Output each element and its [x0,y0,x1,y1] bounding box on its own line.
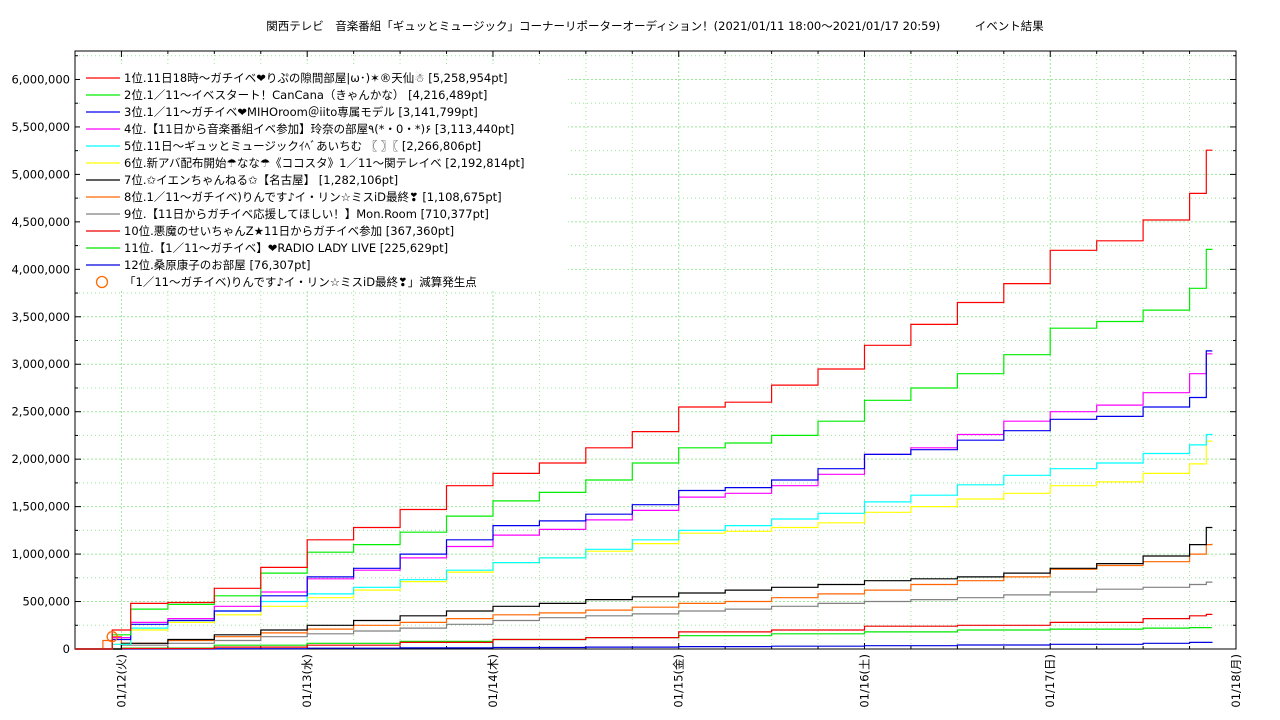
series-line [75,526,1213,650]
legend-label: 6位.新アバ配布開始☂なな☂《ココスタ》1／11〜関テレイベ [2,192,81… [124,156,525,170]
y-tick-label: 500,000 [22,595,70,609]
subtraction-marker [106,631,118,643]
series-line [75,353,1213,650]
x-tick-label: 01/12(火) [114,654,128,708]
y-tick-label: 3,500,000 [11,310,70,324]
chart-title: 関西テレビ 音楽番組「ギュッとミュージック」コーナーリポーターオーディション！(… [266,19,1044,33]
y-tick-label: 2,000,000 [11,452,70,466]
legend-label: 9位.【11日からガチイベ応援してほしい！】Mon.Room [710,377p… [124,207,489,221]
x-axis: 01/12(火) 01/13(水) 01/14(木) 01/15(金) 01/16(土)… [114,51,1243,708]
series-line [75,433,1213,650]
y-tick-label: 4,500,000 [11,215,70,229]
y-tick-label: 5,500,000 [11,120,70,134]
y-tick-label: 0 [63,642,70,656]
y-tick-label: 1,500,000 [11,500,70,514]
series-line [75,613,1213,650]
legend-marker-label: 「1／11〜ガチイベ)りんです♪イ・リン☆ミスiD最終❣」減算発生点 [124,275,477,289]
series-line [75,440,1213,650]
legend-label: 5位.11日〜ギュッとミュージックｲﾍﾞあいちむ 〖 〗〖 [2,266,806… [124,139,481,153]
legend-label: 3位.1／11〜ガチイベ❤MIHOroom＠iito専属モデル [3,141,7… [124,105,478,119]
x-tick-label: 01/13(水) [300,654,314,708]
series-line [75,248,1213,650]
legend-label: 10位.悪魔のせいちゃんZ★11日からガチイベ参加 [367,360pt] [124,224,454,238]
series-line [75,627,1212,650]
legend-label: 11位.【1／11〜ガチイベ】❤RADIO LADY LIVE [225,629… [124,241,448,255]
plot-frame [74,50,1237,650]
series-line [75,149,1213,650]
legend-label: 2位.1／11〜イベスタート！CanCana（きゃんかな） [4,216,489… [124,88,487,102]
grid-lines [75,51,1237,649]
y-tick-label: 3,000,000 [11,357,70,371]
y-axis: 0 500,000 1,000,000 1,500,000 2,000,000 2,500… [11,55,1236,656]
y-tick-label: 2,500,000 [11,405,70,419]
series-line [75,581,1213,650]
y-tick-label: 6,000,000 [11,72,70,86]
x-tick-label: 01/15(金) [672,654,686,708]
series-line [75,641,1213,650]
series-line [75,350,1213,650]
y-tick-label: 4,000,000 [11,262,70,276]
x-tick-label: 01/17(日) [1043,654,1057,708]
x-tick-label: 01/18(月) [1229,654,1243,708]
legend-label: 1位.11日18時〜ガチイベ❤りぷの隙間部屋|ω･)✶®天仙☃ [5,258,9… [124,71,508,85]
legend-label: 12位.桑原康子のお部屋 [76,307pt] [124,258,310,272]
legend-marker-icon [95,275,109,289]
legend-label: 8位.1／11〜ガチイベ)りんです♪イ・リン☆ミスiD最終❣ [1,108,67… [124,190,502,204]
legend: 1位.11日18時〜ガチイベ❤りぷの隙間部屋|ω･)✶®天仙☃ [5,258,9… [80,64,568,289]
legend-background [80,64,568,289]
x-tick-label: 01/14(木) [486,654,500,708]
y-tick-label: 5,000,000 [11,167,70,181]
x-tick-label: 01/16(土) [857,654,871,708]
legend-label: 4位.【11日から音楽番組イベ参加】玲奈の部屋٩(*・0・*)۶ [3,113,… [124,122,514,136]
series-group [75,149,1213,650]
y-tick-label: 1,000,000 [11,547,70,561]
legend-label: 7位.✩イエンちゃんねる✩【名古屋】 [1,282,106pt] [124,173,398,187]
